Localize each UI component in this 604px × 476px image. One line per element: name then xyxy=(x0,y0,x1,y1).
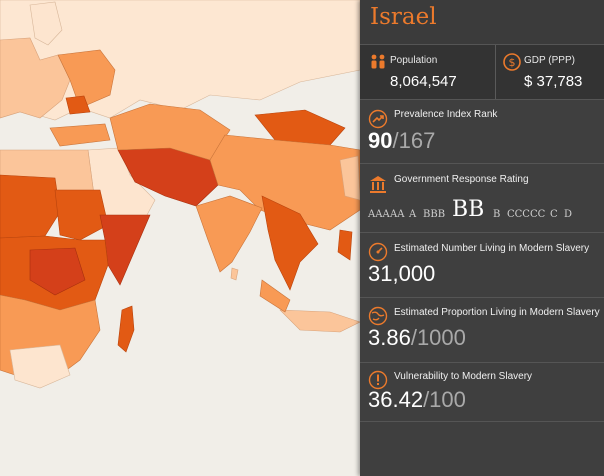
proportion-total: /1000 xyxy=(410,325,466,350)
people-icon xyxy=(371,54,385,69)
rating-b: B xyxy=(493,209,501,220)
rating-bb: BB xyxy=(452,197,485,222)
government-building-icon xyxy=(370,176,386,193)
estimated-number-value: 31,000 xyxy=(368,261,436,286)
svg-text:$: $ xyxy=(509,56,516,69)
rating-aa: AA xyxy=(390,209,405,220)
map-region-sahel[interactable] xyxy=(0,174,61,239)
prevalence-total: /167 xyxy=(392,128,436,153)
map-region-indonesia[interactable] xyxy=(279,309,361,333)
estimated-proportion-value: 3.86/1000 xyxy=(368,325,466,351)
prevalence-label: Prevalence Index Rank xyxy=(394,109,498,120)
map-region-sudan[interactable] xyxy=(54,189,109,241)
map-region-eastern-europe[interactable] xyxy=(57,49,116,109)
globe-icon xyxy=(368,306,388,326)
country-stats: Population 8,064,547 $ GDP (PPP) $ 37,78… xyxy=(360,44,604,100)
vulnerability-value: 36.42 xyxy=(368,387,424,412)
country-name: Israel xyxy=(370,4,437,30)
estimated-number-label: Estimated Number Living in Modern Slaver… xyxy=(394,243,590,254)
dollar-coin-icon: $ xyxy=(503,53,521,71)
country-header: Israel xyxy=(360,0,604,44)
population-stat: Population 8,064,547 xyxy=(360,45,494,99)
map-region-drc[interactable] xyxy=(29,247,86,296)
country-detail-panel: Israel Population 8,064,547 $ GDP (PPP) … xyxy=(360,0,604,476)
government-response-section: Government Response Rating AAA AA A BBB BB B C… xyxy=(360,164,604,233)
rating-aaa: AAA xyxy=(368,209,390,220)
rating-cc: CC xyxy=(530,209,546,220)
government-label: Government Response Rating xyxy=(394,174,529,185)
gdp-label: GDP (PPP) xyxy=(524,55,575,66)
map-region-scandinavia[interactable] xyxy=(29,1,63,46)
estimated-number-section: Estimated Number Living in Modern Slaver… xyxy=(360,233,604,298)
map-region-south-africa[interactable] xyxy=(9,344,71,389)
trend-arrow-icon xyxy=(368,109,388,129)
gdp-value: $ 37,783 xyxy=(524,73,583,90)
government-rating-scale: AAA AA A BBB BB B CCC CC C D xyxy=(368,196,600,222)
gauge-icon xyxy=(368,242,388,262)
map-region-turkey[interactable] xyxy=(49,123,111,147)
map-region-china[interactable] xyxy=(209,134,361,231)
prevalence-section: Prevalence Index Rank 90/167 xyxy=(360,99,604,164)
gdp-stat: $ GDP (PPP) $ 37,783 xyxy=(495,45,604,99)
vulnerability-label: Vulnerability to Modern Slavery xyxy=(394,371,533,382)
map-region-ukraine[interactable] xyxy=(65,95,91,115)
map-region-europe[interactable] xyxy=(0,37,71,119)
map-region-sri-lanka[interactable] xyxy=(230,267,239,281)
estimated-proportion-label: Estimated Proportion Living in Modern Sl… xyxy=(394,307,600,318)
rating-d: D xyxy=(564,209,573,220)
vulnerability-total: /100 xyxy=(423,387,466,412)
rating-c: C xyxy=(550,209,558,220)
rating-ccc: CCC xyxy=(507,209,530,220)
map-region-mongolia[interactable] xyxy=(254,109,346,146)
rating-bbb: BBB xyxy=(423,209,446,220)
prevalence-rank-value: 90/167 xyxy=(368,128,435,154)
map-region-philippines[interactable] xyxy=(337,229,353,261)
map-region-indonesia-west[interactable] xyxy=(259,279,291,313)
prevalence-rank: 90 xyxy=(368,128,393,153)
map-region-india[interactable] xyxy=(195,195,263,273)
map-region-madagascar[interactable] xyxy=(117,305,135,353)
vulnerability-value-row: 36.42/100 xyxy=(368,387,466,413)
rating-a: A xyxy=(409,209,417,220)
estimated-proportion-section: Estimated Proportion Living in Modern Sl… xyxy=(360,298,604,363)
proportion-value: 3.86 xyxy=(368,325,411,350)
map-region-southeast-asia[interactable] xyxy=(261,195,319,291)
population-value: 8,064,547 xyxy=(390,73,457,90)
population-label: Population xyxy=(390,55,438,66)
exclamation-icon xyxy=(368,370,388,390)
vulnerability-section: Vulnerability to Modern Slavery 36.42/10… xyxy=(360,363,604,422)
